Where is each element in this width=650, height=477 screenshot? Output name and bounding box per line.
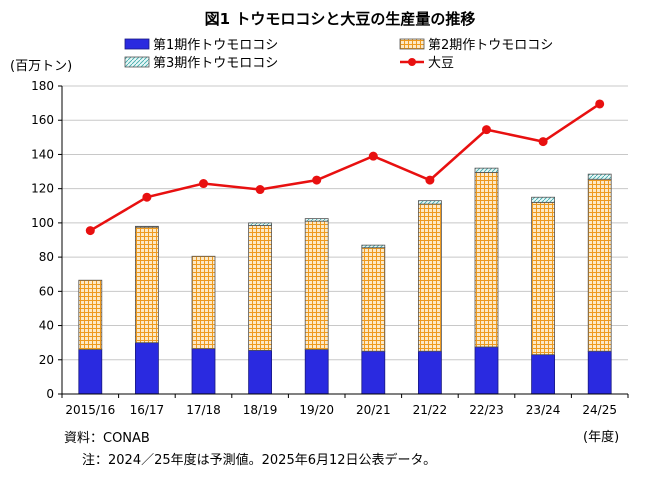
bar-segment-2: [474, 172, 499, 348]
bar-segment-3: [587, 173, 612, 180]
x-tick-label: 20/21: [356, 403, 391, 417]
y-axis-label: (百万トン): [10, 59, 72, 74]
x-tick-label: 23/24: [526, 403, 561, 417]
bar-segment-3: [248, 222, 273, 226]
x-tick-label: 16/17: [130, 403, 165, 417]
x-tick-label: 17/18: [186, 403, 221, 417]
bar-segment-1: [474, 346, 499, 395]
footnote: 注：2024／25年度は予測値。2025年6月12日公表データ。: [82, 453, 437, 468]
y-tick-label: 80: [39, 250, 54, 264]
x-tick-label: 24/25: [582, 403, 617, 417]
bar-segment-3: [304, 218, 329, 222]
legend-swatch-2: [399, 38, 425, 50]
bar-segment-1: [304, 349, 329, 395]
y-tick-label: 120: [31, 182, 54, 196]
legend-label: 第1期作トウモロコシ: [153, 38, 278, 53]
soy-line-path: [89, 102, 601, 232]
bar-segment-3: [474, 167, 499, 173]
y-tick-label: 100: [31, 216, 54, 230]
soy-point: [538, 137, 548, 147]
y-tick-label: 20: [39, 353, 54, 367]
bar-segment-2: [531, 201, 555, 356]
bar-segment-1: [587, 350, 612, 395]
bar-segment-1: [134, 342, 159, 395]
bar-segment-1: [417, 350, 442, 395]
bar-segment-1: [191, 348, 216, 395]
x-tick-label: 18/19: [243, 403, 278, 417]
soy-line: [85, 99, 605, 236]
soy-point: [425, 175, 435, 185]
bars: [78, 167, 612, 395]
soy-point: [142, 192, 152, 202]
bar-segment-3: [531, 196, 555, 203]
soy-point: [85, 226, 95, 236]
y-tick-label: 160: [31, 113, 54, 127]
soy-point: [368, 151, 378, 161]
bar-segment-2: [78, 279, 103, 350]
soy-point: [595, 99, 605, 109]
legend-label: 第3期作トウモロコシ: [153, 56, 278, 71]
x-tick-label: 22/23: [469, 403, 504, 417]
chart-title: 図1 トウモロコシと大豆の生産量の推移: [205, 10, 476, 28]
soy-point: [199, 179, 208, 189]
y-tick-labels: 0 20 40 60 80 100 120 140 160 180: [31, 79, 54, 401]
soy-point: [312, 175, 322, 185]
x-tick-labels: 2015/16 16/17 17/18 18/19 19/20 20/21 21/22 22/…: [65, 403, 617, 417]
bar-segment-1: [78, 349, 103, 395]
bar-segment-3: [361, 244, 386, 249]
y-tick-label: 0: [46, 387, 54, 401]
soy-point: [255, 185, 265, 195]
legend-label: 第2期作トウモロコシ: [428, 38, 553, 53]
x-tick-label: 21/22: [413, 403, 448, 417]
x-axis-label: (年度): [583, 429, 619, 445]
legend-swatch-marker: [408, 58, 416, 66]
bar-segment-2: [361, 247, 386, 352]
axes: [61, 86, 629, 398]
legend-swatch-3: [124, 56, 150, 68]
bar-segment-2: [134, 226, 159, 344]
y-tick-label: 140: [31, 147, 54, 161]
x-tick-label: 2015/16: [65, 403, 115, 417]
x-tick-label: 19/20: [299, 403, 334, 417]
bar-segment-1: [248, 349, 273, 395]
bar-segment-3: [417, 200, 442, 205]
bar-segment-2: [304, 220, 329, 350]
legend-label: 大豆: [428, 56, 454, 71]
y-tick-label: 40: [39, 319, 54, 333]
bar-segment-3: [134, 225, 159, 228]
y-tick-label: 60: [39, 284, 54, 298]
y-tick-label: 180: [31, 79, 54, 93]
soy-point: [482, 125, 491, 135]
bar-segment-2: [417, 203, 442, 352]
bar-segment-1: [531, 354, 555, 395]
bar-segment-2: [191, 255, 216, 350]
source-note: 資料：CONAB: [64, 431, 150, 446]
bar-segment-1: [361, 350, 386, 395]
legend-swatch-1: [124, 38, 150, 50]
bar-segment-2: [248, 225, 273, 351]
bar-segment-2: [587, 178, 612, 352]
